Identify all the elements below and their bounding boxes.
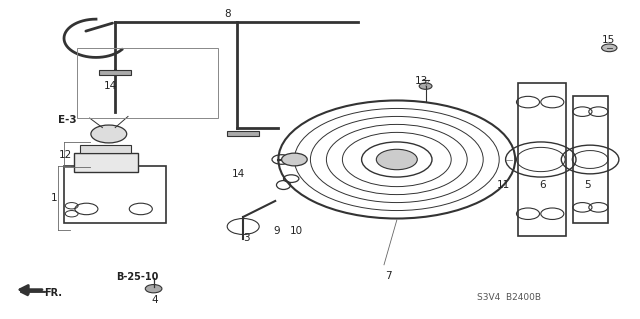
Circle shape xyxy=(91,125,127,143)
Circle shape xyxy=(376,149,417,170)
Text: B-25-10: B-25-10 xyxy=(116,272,159,282)
Bar xyxy=(77,48,218,118)
Text: 14: 14 xyxy=(232,169,245,179)
Text: 5: 5 xyxy=(584,180,591,190)
Text: 15: 15 xyxy=(602,35,614,45)
Bar xyxy=(80,145,131,153)
Bar xyxy=(64,166,166,223)
Text: FR.: FR. xyxy=(44,288,62,298)
Circle shape xyxy=(282,153,307,166)
Text: 7: 7 xyxy=(385,271,392,281)
Bar xyxy=(518,83,566,236)
Text: 13: 13 xyxy=(415,76,428,86)
Circle shape xyxy=(145,285,162,293)
Circle shape xyxy=(419,83,432,89)
Text: 14: 14 xyxy=(104,81,116,91)
Bar xyxy=(74,153,138,172)
Bar xyxy=(99,70,131,75)
Bar xyxy=(227,131,259,136)
Text: 8: 8 xyxy=(224,9,230,19)
Text: 4: 4 xyxy=(152,295,158,305)
Text: 12: 12 xyxy=(60,150,72,160)
Text: 3: 3 xyxy=(243,233,250,243)
Bar xyxy=(573,96,608,223)
Text: 10: 10 xyxy=(290,226,303,236)
Text: E-3: E-3 xyxy=(58,115,77,125)
Text: S3V4  B2400B: S3V4 B2400B xyxy=(477,293,541,302)
Text: 9: 9 xyxy=(274,226,280,236)
Text: 1: 1 xyxy=(51,193,58,203)
Text: 6: 6 xyxy=(540,180,546,190)
Text: 11: 11 xyxy=(497,180,509,190)
Circle shape xyxy=(602,44,617,52)
